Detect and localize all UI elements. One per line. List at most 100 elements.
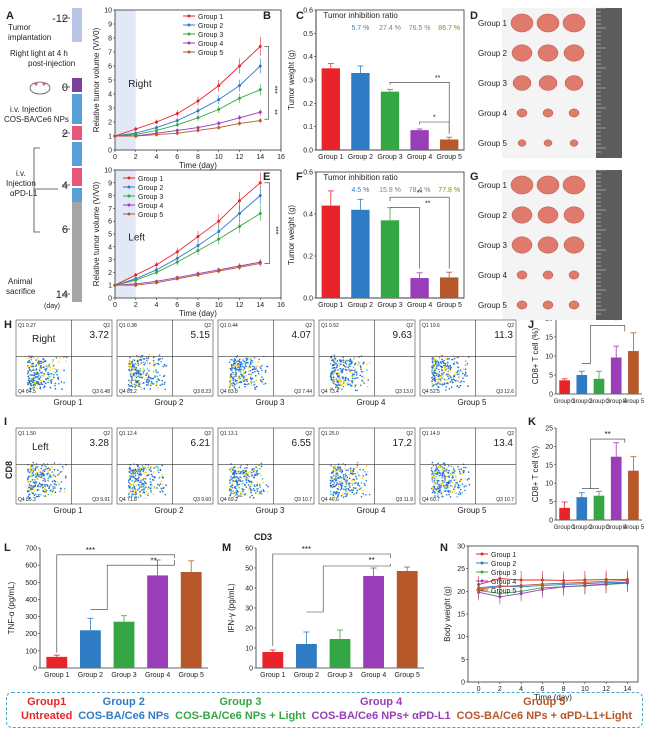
flow-event-dot [164,365,166,367]
legend-marker [127,203,131,207]
flow-event-dot [354,363,356,366]
quadrant-q3-value: Q3 13.0 [395,389,413,395]
bar [410,278,429,298]
flow-event-dot [137,479,140,482]
data-point [258,212,262,216]
flow-event-dot [31,478,34,481]
flow-event-dot [338,372,341,375]
flow-event-dot [441,473,444,475]
flow-event-dot [261,478,264,480]
flow-event-dot [434,478,437,481]
data-point [258,119,262,123]
legend-group-name: Group1 [27,696,67,708]
flow-event-dot [245,481,248,484]
flow-event-dot [459,492,462,495]
flow-event-dot [345,483,348,485]
flow-event-dot [257,492,260,495]
flow-event-dot [329,490,332,493]
flow-event-dot [440,372,443,375]
flow-event-dot [449,485,452,487]
flow-event-dot [36,371,39,374]
flow-event-dot [262,378,265,381]
flow-event-dot [138,382,140,384]
flow-event-dot [458,386,460,389]
flow-event-dot [443,490,446,492]
series-line [114,46,261,137]
flow-event-dot [441,383,443,386]
flow-event-dot [39,473,41,476]
flow-event-dot [351,380,354,383]
flow-event-dot [28,366,31,369]
flow-event-dot [250,360,252,362]
flow-event-dot [130,490,132,492]
flow-event-dot [234,485,237,488]
flow-event-dot [60,487,62,490]
flow-event-dot [235,472,238,475]
flow-event-dot [432,384,435,387]
flow-event-dot [337,375,339,378]
flow-event-dot [457,366,459,368]
flow-event-dot [349,467,352,470]
flow-event-dot [352,473,355,475]
flow-event-dot [338,491,340,494]
flow-event-dot [40,467,42,470]
flow-event-dot [448,493,450,496]
y-tick-label: 0 [108,296,112,303]
flow-event-dot [238,495,240,497]
y-tick-label: 400 [25,597,37,604]
flow-event-dot [157,386,159,389]
flow-event-dot [443,467,446,470]
flow-event-dot [448,381,451,384]
flow-event-dot [464,368,467,370]
flow-event-dot [29,471,32,473]
flow-event-dot [146,379,148,381]
data-point [155,120,158,124]
flow-event-dot [463,466,465,469]
flow-event-dot [143,387,145,389]
flow-event-dot [41,371,44,373]
timeline-bracket [33,147,58,233]
flow-event-dot [29,387,31,390]
flow-event-dot [363,483,366,485]
flow-event-dot [150,473,153,476]
data-point [217,219,221,223]
flow-event-dot [239,377,241,380]
quadrant-q2-value: 17.2 [393,438,413,449]
flow-event-dot [159,483,162,485]
flow-event-dot [135,491,137,493]
flow-event-dot [137,356,139,359]
flow-event-dot [260,462,263,465]
flow-event-dot [453,361,456,363]
flow-event-dot [229,469,231,472]
flow-event-dot [457,466,459,468]
y-tick-label: 5 [461,657,465,664]
data-point [196,126,200,130]
flow-event-dot [38,383,41,386]
flow-event-dot [350,469,353,471]
flow-event-dot [352,375,354,378]
flow-event-dot [145,486,147,489]
flow-event-dot [38,369,41,372]
flow-event-dot [142,358,145,360]
flow-event-dot [45,491,48,494]
flow-event-dot [154,363,156,366]
flow-event-dot [435,367,438,370]
flow-event-dot [462,470,465,472]
flow-event-dot [64,477,67,479]
legend-marker [480,561,484,565]
flow-event-dot [235,382,238,385]
flow-event-dot [137,484,140,487]
category-label: Group 5 [395,672,420,679]
flow-event-dot [361,375,363,378]
flow-event-dot [348,477,351,480]
flow-event-dot [49,491,52,493]
flow-event-dot [340,487,343,489]
flow-event-dot [366,386,369,388]
bar [147,575,169,668]
flow-event-dot [433,372,436,374]
flow-event-dot [460,478,462,481]
flow-event-dot [144,496,147,499]
flow-event-dot [136,472,139,474]
